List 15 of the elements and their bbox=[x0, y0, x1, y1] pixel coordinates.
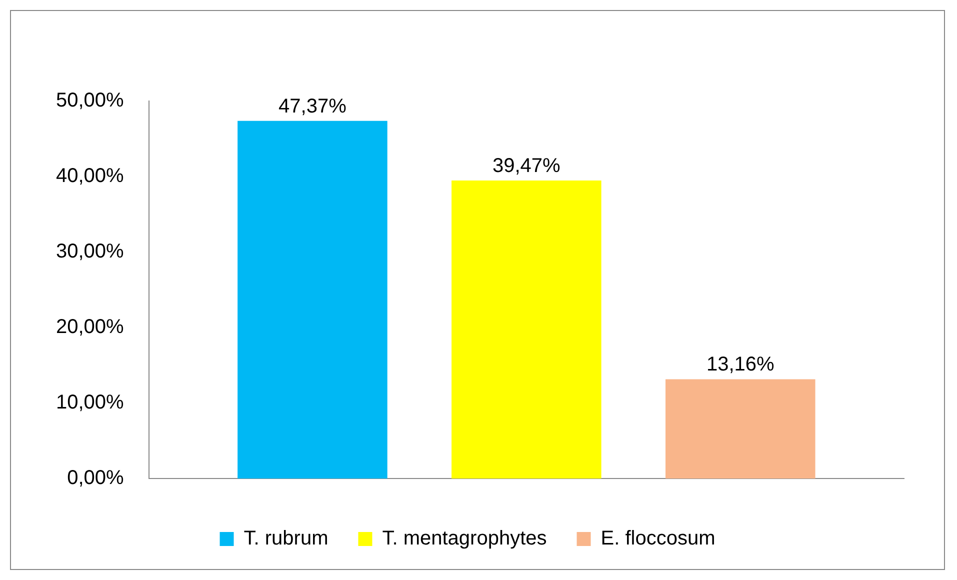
y-tick-label: 0,00% bbox=[67, 467, 124, 490]
bar bbox=[665, 379, 816, 479]
y-tick-label: 40,00% bbox=[56, 165, 124, 188]
y-tick-label: 10,00% bbox=[56, 392, 124, 414]
y-tick-label: 30,00% bbox=[56, 240, 124, 263]
y-tick-label: 20,00% bbox=[56, 316, 124, 338]
data-label: 13,16% bbox=[706, 354, 775, 376]
legend-label: E. floccosum bbox=[600, 528, 716, 550]
data-label: 39,47% bbox=[492, 155, 561, 178]
bar bbox=[452, 180, 602, 479]
legend-label: T. mentagrophytes bbox=[382, 528, 547, 550]
data-label: 47,37% bbox=[278, 95, 347, 118]
y-tick-label: 50,00% bbox=[56, 90, 124, 112]
legend-label: T. rubrum bbox=[244, 528, 328, 550]
bar bbox=[238, 120, 388, 479]
